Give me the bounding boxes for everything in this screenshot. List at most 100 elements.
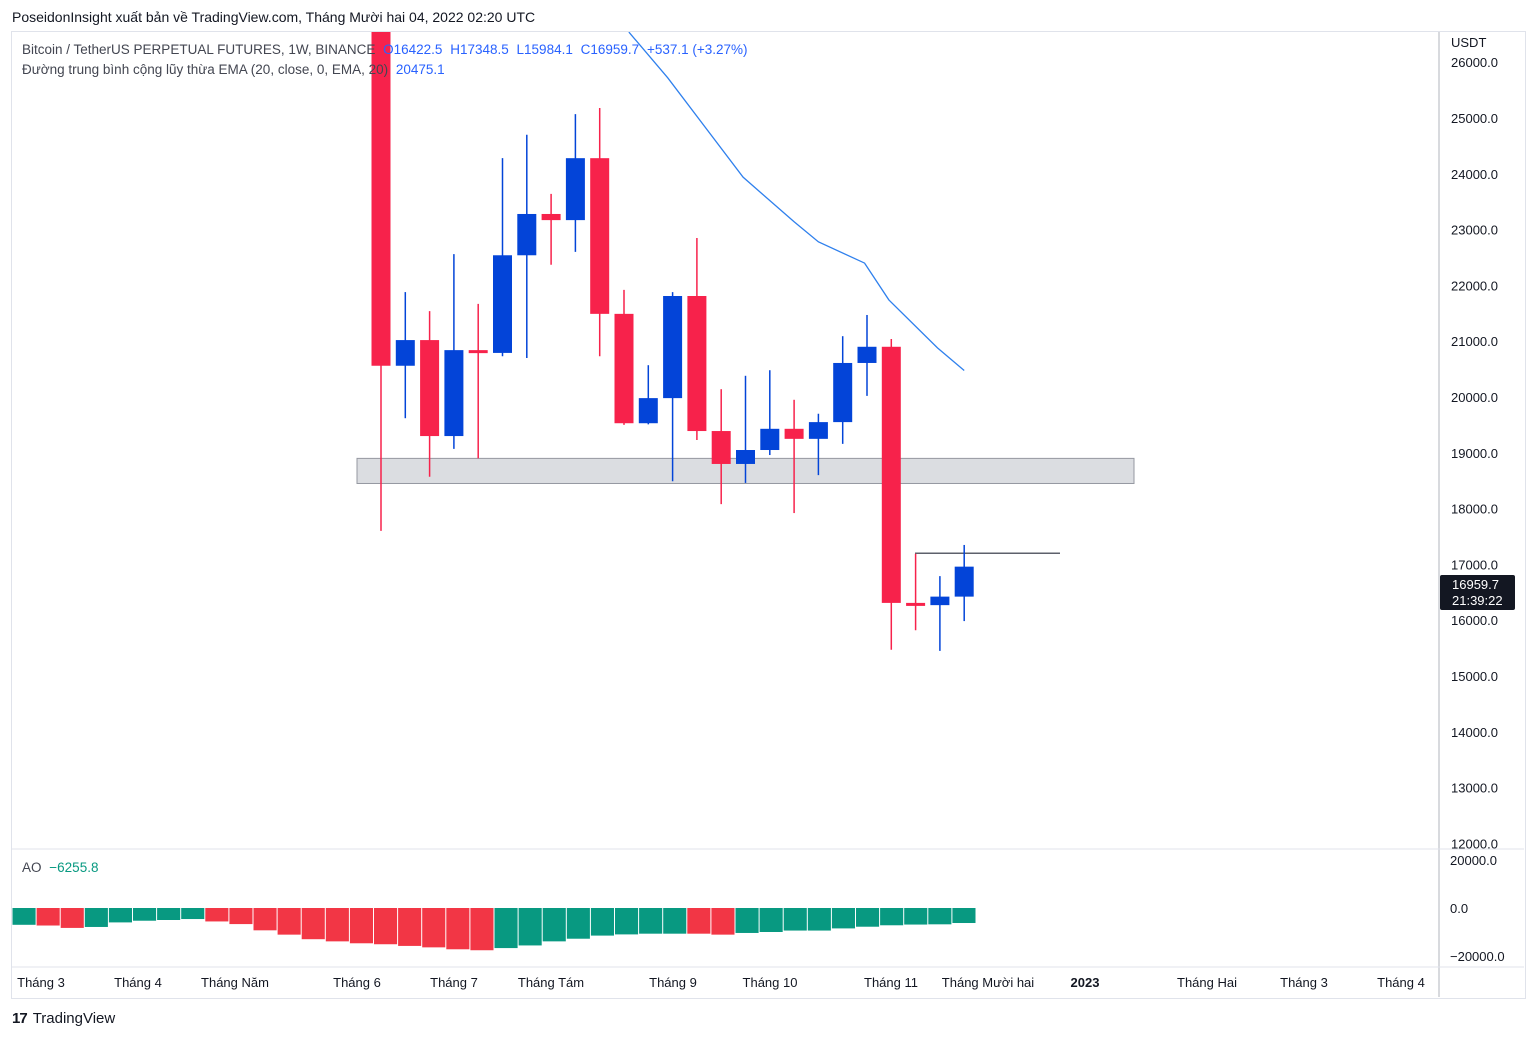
time-tick-label: Tháng 3	[1280, 975, 1328, 990]
ao-bar	[325, 908, 349, 942]
price-tick-label: 19000.0	[1451, 446, 1498, 461]
candle-up	[663, 296, 683, 399]
ao-bar	[615, 908, 639, 935]
ohlc-high: H17348.5	[450, 42, 509, 57]
price-tick-label: 25000.0	[1451, 111, 1498, 126]
publisher-line: PoseidonInsight xuất bản về TradingView.…	[12, 9, 536, 25]
price-tick-label: 18000.0	[1451, 502, 1498, 517]
currency-label: USDT	[1451, 35, 1486, 50]
price-tick-label: 13000.0	[1451, 781, 1498, 796]
ao-bar	[518, 908, 542, 946]
candle-up	[638, 398, 658, 424]
ao-bar	[84, 908, 108, 927]
price-tick-label: 21000.0	[1451, 334, 1498, 349]
time-tick-label: Tháng 9	[649, 975, 697, 990]
candle-down	[687, 296, 707, 432]
candle-down	[541, 213, 561, 221]
ao-bar	[494, 908, 518, 949]
ao-bar	[205, 908, 229, 922]
ohlc-open: O16422.5	[383, 42, 443, 57]
candle-up	[833, 362, 853, 423]
candle-down	[468, 350, 488, 354]
ao-bar	[181, 908, 205, 920]
candle-up	[857, 346, 877, 363]
branding-text: TradingView	[32, 1010, 116, 1027]
ao-tick-label: 0.0	[1450, 901, 1468, 916]
last-price-tag	[1440, 575, 1515, 610]
price-tick-label: 15000.0	[1451, 669, 1498, 684]
ao-bar	[470, 908, 494, 951]
candle-up	[565, 158, 585, 221]
ao-bar	[542, 908, 566, 942]
price-tick-label: 26000.0	[1451, 55, 1498, 70]
ao-bar	[590, 908, 614, 936]
ao-bar	[759, 908, 783, 932]
ao-tick-label: 20000.0	[1450, 853, 1497, 868]
candle-down	[711, 431, 731, 464]
price-tick-label: 14000.0	[1451, 725, 1498, 740]
price-tick-label: 17000.0	[1451, 557, 1498, 572]
ao-bar	[807, 908, 831, 931]
time-tick-label: Tháng 11	[864, 975, 918, 990]
ao-bar	[663, 908, 687, 934]
last-price-value: 16959.7	[1452, 577, 1499, 592]
ema-value: 20475.1	[395, 62, 445, 77]
tradingview-logo-icon: 17	[12, 1010, 28, 1027]
candle-down	[420, 340, 440, 437]
ohlc-close: C16959.7	[580, 42, 640, 57]
ao-bar	[108, 908, 132, 923]
ao-bar	[12, 908, 36, 925]
candle-up	[954, 566, 974, 597]
ao-bar	[856, 908, 880, 927]
time-tick-label: Tháng Tám	[518, 975, 584, 990]
ao-bar	[277, 908, 301, 935]
ao-bar	[60, 908, 84, 928]
price-tick-label: 24000.0	[1451, 167, 1498, 182]
time-tick-label: Tháng 4	[114, 975, 162, 990]
candle-up	[517, 213, 537, 256]
candle-up	[395, 340, 415, 366]
ao-bar	[687, 908, 711, 934]
tradingview-logo[interactable]: 17 TradingView	[12, 1010, 115, 1027]
time-tick-label: Tháng 3	[17, 975, 65, 990]
ao-bar	[639, 908, 663, 934]
ao-title[interactable]: AO	[22, 860, 42, 875]
price-tick-label: 12000.0	[1451, 836, 1498, 851]
candle-down	[614, 313, 634, 424]
price-tick-label: 20000.0	[1451, 390, 1498, 405]
price-tick-label: 23000.0	[1451, 223, 1498, 238]
candle-down	[371, 32, 391, 366]
ao-bar	[374, 908, 398, 945]
price-pane	[356, 32, 1135, 651]
ao-bar	[566, 908, 590, 939]
ao-bar	[157, 908, 181, 920]
candle-down	[906, 602, 926, 606]
ao-bar	[349, 908, 373, 944]
ao-bar	[952, 908, 976, 924]
ao-bar	[831, 908, 855, 929]
candle-up	[736, 450, 755, 464]
time-tick-label: Tháng 4	[1377, 975, 1425, 990]
ao-bar	[711, 908, 735, 935]
ao-value: −6255.8	[49, 860, 99, 875]
ao-tick-label: −20000.0	[1450, 949, 1505, 964]
chart-frame	[11, 31, 1526, 999]
candle-up	[444, 350, 464, 437]
ao-bar	[880, 908, 904, 926]
time-tick-label: Tháng Hai	[1177, 975, 1237, 990]
ema-legend: Đường trung bình cộng lũy thừa EMA (20, …	[22, 62, 445, 77]
ohlc-low: L15984.1	[516, 42, 573, 57]
price-tick-label: 22000.0	[1451, 278, 1498, 293]
ao-bar	[253, 908, 277, 931]
ao-bar	[735, 908, 759, 933]
ao-legend: AO −6255.8	[22, 860, 98, 875]
ohlc-change: +537.1 (+3.27%)	[646, 42, 748, 57]
symbol-title[interactable]: Bitcoin / TetherUS PERPETUAL FUTURES, 1W…	[22, 42, 376, 57]
ao-bar	[301, 908, 325, 940]
time-tick-label: Tháng 10	[743, 975, 798, 990]
ao-bar	[904, 908, 928, 925]
countdown-timer: 21:39:22	[1452, 593, 1503, 608]
ema-title[interactable]: Đường trung bình cộng lũy thừa EMA (20, …	[22, 62, 389, 77]
candle-up	[808, 422, 828, 439]
